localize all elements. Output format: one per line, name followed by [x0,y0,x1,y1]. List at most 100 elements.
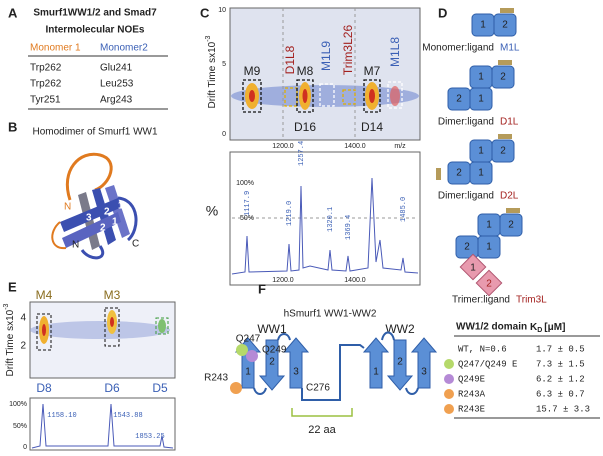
figure-ellipse [369,89,375,103]
y-tick-label: 50% [13,423,27,430]
y-tick-label: 0 [23,444,27,451]
table-cell: 7.3 ± 1.5 [536,359,585,369]
item-code: D2L [500,191,519,202]
strand-label: 3 [86,213,92,224]
figure-ellipse [110,317,114,327]
y-axis-label: % [206,203,218,219]
table-cell: Q247/Q249 E [458,359,517,369]
table-cell: R243A [458,389,486,399]
figure-rect [104,307,120,347]
table-cell: Glu241 [100,63,133,74]
domain-label: 2 [456,168,462,179]
terminus-label: N [72,240,79,251]
dimer-ligand: 1 2 2 1 [436,134,515,185]
figure-circle [236,344,248,356]
figure-path [291,408,353,417]
residue-label: C276 [306,383,330,394]
domain-label: 2 [500,146,506,157]
figure-rect [319,83,335,107]
figure-ellipse [30,321,170,339]
table-header: Monomer 1 [30,43,81,54]
domain-label: 1 [480,20,486,31]
domain-label: 2 [486,279,492,290]
y-tick-label: 100% [236,180,254,187]
panel-title: Smurf1WW1/2 and Smad7 [33,8,157,19]
figure-rect [477,235,501,259]
table-header: Monomer2 [100,43,148,54]
figure-path [117,196,138,242]
peak-label: D16 [294,120,316,134]
panel-letter: C [200,5,210,20]
y-tick-label: 5 [222,61,226,68]
y-tick-label: 10 [218,7,226,14]
text-part: -3 [3,303,10,309]
figure-rect [29,397,176,451]
item-label: Dimer:ligand [438,117,494,128]
peak-label: M8 [297,64,314,78]
figure-g: 1117.9 1219.0 1257.4 1320.1 1369.4 1485.… [244,141,408,240]
figure-circle [444,404,454,414]
peak-label: D8 [36,381,52,395]
figure-circle [444,389,454,399]
item-label: Trimer:ligand [452,295,510,306]
figure-path [31,403,174,449]
figure-rect [459,253,487,281]
figure-rect [342,89,356,105]
text-part: Drift Time sx10 [207,41,218,108]
terminus-label: N [64,202,71,213]
figure-rect [284,87,298,107]
figure-path [65,152,113,201]
figure-path [410,337,438,389]
table-cell: 15.7 ± 3.3 [536,404,590,414]
table-cell: Leu253 [100,79,134,90]
domain-label: 2 [456,94,462,105]
figure-ellipse [390,86,400,106]
figure-rect [500,8,514,13]
figure-g [36,307,169,351]
peak-label: 1853.25 [135,433,164,441]
table-cell: Q249E [458,374,485,384]
x-axis-label: m/z [394,143,406,150]
table-cell: Trp262 [30,79,62,90]
y-axis-label: Drift Time sx10-3 [205,35,218,108]
item-code: D1L [500,117,519,128]
item-code: Trim3L [516,295,547,306]
strand-label: 3 [421,367,427,378]
strand-label: 2 [100,223,106,234]
figure-rect [469,161,493,185]
table-header: WW1/2 domain [456,322,527,333]
y-axis-label: Drift Time sx10-3 [3,303,16,376]
figure-rect [493,13,517,37]
figure-path [51,221,67,250]
x-tick-label: 1400.0 [344,277,366,284]
x-tick-label: 1200.0 [272,143,294,150]
strand-label: 2 [269,357,275,368]
figure-path [258,339,286,391]
item-label: Monomer:ligand [422,43,494,54]
figure-path [231,177,419,275]
y-tick-label: 0 [222,131,226,138]
table-cell: 6.2 ± 1.2 [536,374,585,384]
table: WT, N=0.6 1.7 ± 0.5 Q247/Q249 E 7.3 ± 1.5 Q2… [458,344,590,414]
figure-rect [436,168,441,180]
figure-rect [475,269,503,297]
figure-ellipse [302,89,308,103]
figure-rect [491,139,515,163]
domain-label: 2 [508,220,514,231]
strand-label: 2 [104,207,110,218]
domain-label: 2 [502,20,508,31]
figure-circle [444,374,454,384]
peak-label: M3 [104,288,121,302]
figure-rect [469,87,493,111]
y-tick-label: 4 [20,313,26,324]
peak-label: 1543.88 [113,412,142,420]
figure-rect [363,79,381,113]
figure-rect [155,317,169,335]
figure-path [105,185,130,238]
figure-path [253,331,419,401]
peak-label: Trim3L26 [341,25,355,76]
table-cell: 1.7 ± 0.5 [536,344,585,354]
table-cell: Arg243 [100,95,133,106]
domain-label: 1 [486,242,492,253]
table-header: KD [μM] [530,322,565,334]
